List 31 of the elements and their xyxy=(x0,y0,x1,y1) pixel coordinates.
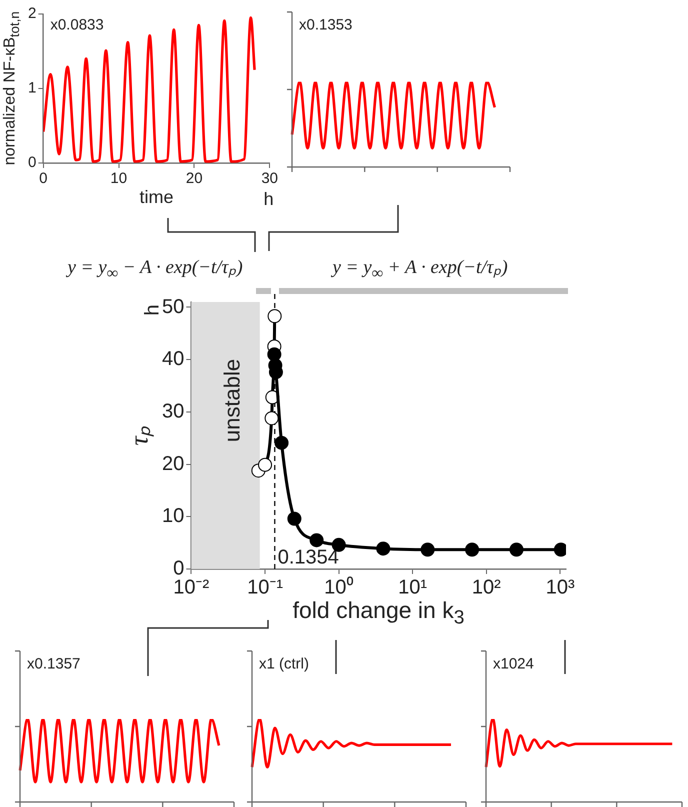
y-axis-title: τₚ xyxy=(124,426,154,446)
chart-title: x0.0833 xyxy=(50,16,104,34)
x-axis-title: time xyxy=(140,187,174,207)
ref-line-label: 0.1354 xyxy=(278,546,339,569)
text: y = y$_{∞}$ + A · exp(−t/τₚ) xyxy=(332,257,508,282)
text: y = y$_{∞}$ − A · exp(−t/τₚ) xyxy=(68,257,243,282)
y-tick-label: 1 xyxy=(28,80,36,97)
y-tick-label: 2 xyxy=(28,5,36,22)
x-tick-label: 20 xyxy=(186,170,203,188)
chart-title: x0.1353 xyxy=(299,16,352,34)
x-axis-title: fold change in k$_{3}$ xyxy=(292,597,464,629)
y-tick-label: 0 xyxy=(28,154,36,172)
x-tick-label: 10¹ xyxy=(398,576,428,599)
x-tick-label: 10² xyxy=(472,576,502,599)
x-tick-label: 30 xyxy=(261,170,278,188)
y-tick-label: 10 xyxy=(162,505,184,528)
text: h xyxy=(142,304,164,316)
x-tick-label: 0 xyxy=(39,170,48,188)
chart-title: x1 (ctrl) xyxy=(259,656,309,673)
chart-title: x0.1357 xyxy=(27,656,80,673)
x-tick-label: 10⁻¹ xyxy=(247,576,284,599)
y-tick-label: 30 xyxy=(162,400,184,422)
y-tick-label: 20 xyxy=(162,452,184,475)
x-tick-label: 10⁰ xyxy=(324,576,354,599)
y-tick-label: 50 xyxy=(162,296,184,318)
y-tick-label: 40 xyxy=(162,348,184,370)
x-tick-label: 10³ xyxy=(546,576,575,599)
text: h xyxy=(264,189,274,209)
x-tick-label: 10 xyxy=(110,170,128,188)
band-label: unstable xyxy=(220,358,245,442)
chart-title: x1024 xyxy=(493,656,534,673)
